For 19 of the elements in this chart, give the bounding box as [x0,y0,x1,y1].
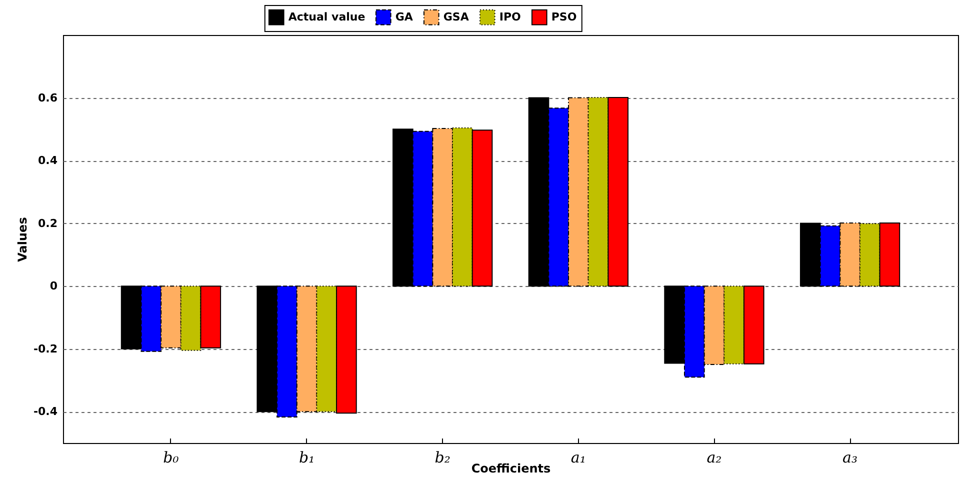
y-tick-label: 0.6 [38,91,58,104]
x-tick-label: b₁ [298,448,315,466]
y-tick-label: 0.2 [38,216,58,230]
y-axis-title: Values [15,217,30,262]
x-tick-label: a₁ [570,448,586,466]
legend-label: Actual value [288,10,366,24]
legend-label: GA [395,10,414,24]
y-tick-label: 0.4 [38,154,58,168]
legend-label: PSO [551,10,577,24]
y-tick-label: 0 [50,280,58,293]
y-tick-label: -0.2 [33,342,58,356]
legend-label: IPO [499,10,521,24]
x-axis-title: Coefficients [471,462,551,476]
x-tick-label: a₂ [706,448,722,466]
x-tick-label: b₀ [163,448,179,466]
x-tick-label: b₂ [434,448,450,466]
x-tick-label: a₃ [842,448,858,466]
y-tick-label: -0.4 [33,405,58,418]
legend-label: GSA [443,10,470,24]
